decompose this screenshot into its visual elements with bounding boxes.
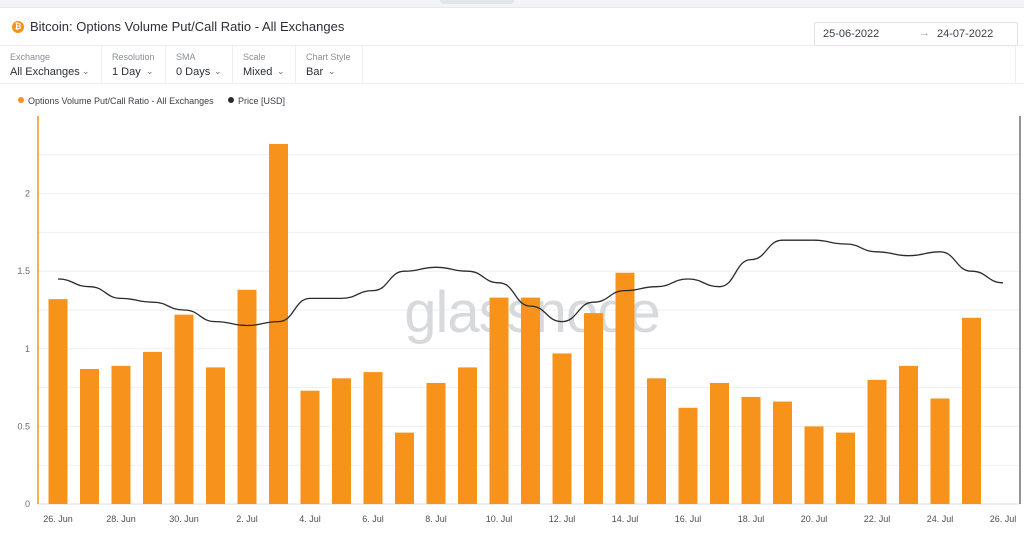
x-tick-label: 2. Jul [236,514,258,524]
y-axis: 0 0.5 1 1.5 2 [17,189,30,509]
chevron-down-icon: ⌄ [328,66,336,76]
ratio-bar [678,407,698,504]
chart-header: ₿ Bitcoin: Options Volume Put/Call Ratio… [0,8,1024,46]
x-tick-label: 6. Jul [362,514,384,524]
x-tick-label: 12. Jul [549,514,576,524]
x-tick-label: 18. Jul [738,514,765,524]
ratio-bar [426,382,446,504]
ratio-bar [773,401,792,504]
date-from-field[interactable]: 25-06-2022 [823,28,880,40]
ratio-bar [521,297,540,504]
legend-ratio-swatch [18,97,24,103]
x-tick-label: 24. Jul [927,514,954,524]
chart-style-label: Chart Style [306,52,351,62]
ratio-bar [647,378,666,504]
sma-select[interactable]: SMA 0 Days ⌄ [166,46,233,84]
chevron-down-icon: ⌄ [277,66,285,76]
exchange-label: Exchange [10,52,51,62]
ratio-bar [962,317,981,504]
chart-style-select[interactable]: Chart Style Bar ⌄ [296,46,363,84]
chart-toolbar: Exchange All Exchanges ⌄ Resolution 1 Da… [0,46,1024,84]
sma-label: SMA [176,52,196,62]
legend-ratio-label: Options Volume Put/Call Ratio - All Exch… [28,96,214,106]
ratio-bar [48,299,68,504]
ratio-bar [111,365,131,504]
ratio-bar [615,272,635,504]
y-tick-label: 2 [25,189,30,199]
scale-label: Scale [243,52,266,62]
top-strip [0,0,1024,8]
ratio-bar [930,398,950,504]
sma-value: 0 Days [176,66,211,78]
x-axis: 26. Jun 28. Jun 30. Jun 2. Jul 4. Jul 6. Jul 8… [43,514,1016,524]
ratio-bar [300,390,320,504]
chevron-down-icon: ⌄ [82,66,90,76]
ratio-bar [458,367,477,504]
x-tick-label: 26. Jul [990,514,1017,524]
x-tick-label: 14. Jul [612,514,639,524]
legend-price-swatch [228,97,234,103]
x-tick-label: 28. Jun [106,514,136,524]
ratio-bar [237,289,257,504]
chevron-down-icon: ⌄ [214,66,222,76]
ratio-bar [269,143,288,504]
y-tick-label: 1 [25,344,30,354]
scale-select[interactable]: Scale Mixed ⌄ [233,46,296,84]
date-range-picker[interactable]: 25-06-2022 → 24-07-2022 [814,22,1018,46]
ratio-bar [395,432,414,504]
bar-series [48,143,981,504]
ratio-bar [710,382,729,504]
x-tick-label: 22. Jul [864,514,891,524]
ratio-bar [584,313,603,504]
ratio-bar [206,367,225,504]
x-tick-label: 10. Jul [486,514,513,524]
scale-value: Mixed [243,66,273,78]
resolution-label: Resolution [112,52,155,62]
chart-title: Bitcoin: Options Volume Put/Call Ratio -… [30,19,345,34]
legend-item-ratio[interactable]: Options Volume Put/Call Ratio - All Exch… [18,96,214,106]
x-tick-label: 20. Jul [801,514,828,524]
chart-style-value: Bar [306,66,324,78]
price-line [57,239,1004,327]
x-tick-label: 26. Jun [43,514,73,524]
bitcoin-icon: ₿ [12,21,24,33]
price-series [57,239,1004,327]
arrow-right-icon: → [919,27,930,39]
legend-price-label: Price [USD] [238,96,286,106]
ratio-bar [552,353,572,504]
resolution-value: 1 Day [112,66,141,78]
legend-item-price[interactable]: Price [USD] [228,96,285,106]
ratio-bar [804,426,824,504]
x-tick-label: 4. Jul [299,514,321,524]
ratio-bar [143,351,162,504]
date-to-field[interactable]: 24-07-2022 [937,28,994,40]
ratio-bar [899,365,918,504]
top-tab-handle[interactable] [440,0,514,4]
x-tick-label: 30. Jun [169,514,199,524]
ratio-bar [332,378,351,504]
chevron-down-icon: ⌄ [146,66,154,76]
ratio-bar [174,314,194,504]
toolbar-divider [1015,46,1016,84]
resolution-select[interactable]: Resolution 1 Day ⌄ [102,46,166,84]
y-tick-label: 0.5 [17,421,30,431]
y-tick-label: 1.5 [17,266,30,276]
ratio-bar [836,432,855,504]
x-tick-label: 8. Jul [425,514,447,524]
ratio-bar [867,379,887,504]
ratio-bar [363,372,383,504]
ratio-bar [489,297,509,504]
y-tick-label: 0 [25,499,30,509]
x-tick-label: 16. Jul [675,514,702,524]
ratio-bar [741,396,761,504]
exchange-value: All Exchanges [10,66,80,78]
exchange-select[interactable]: Exchange All Exchanges ⌄ [0,46,102,84]
ratio-bar [80,368,99,504]
